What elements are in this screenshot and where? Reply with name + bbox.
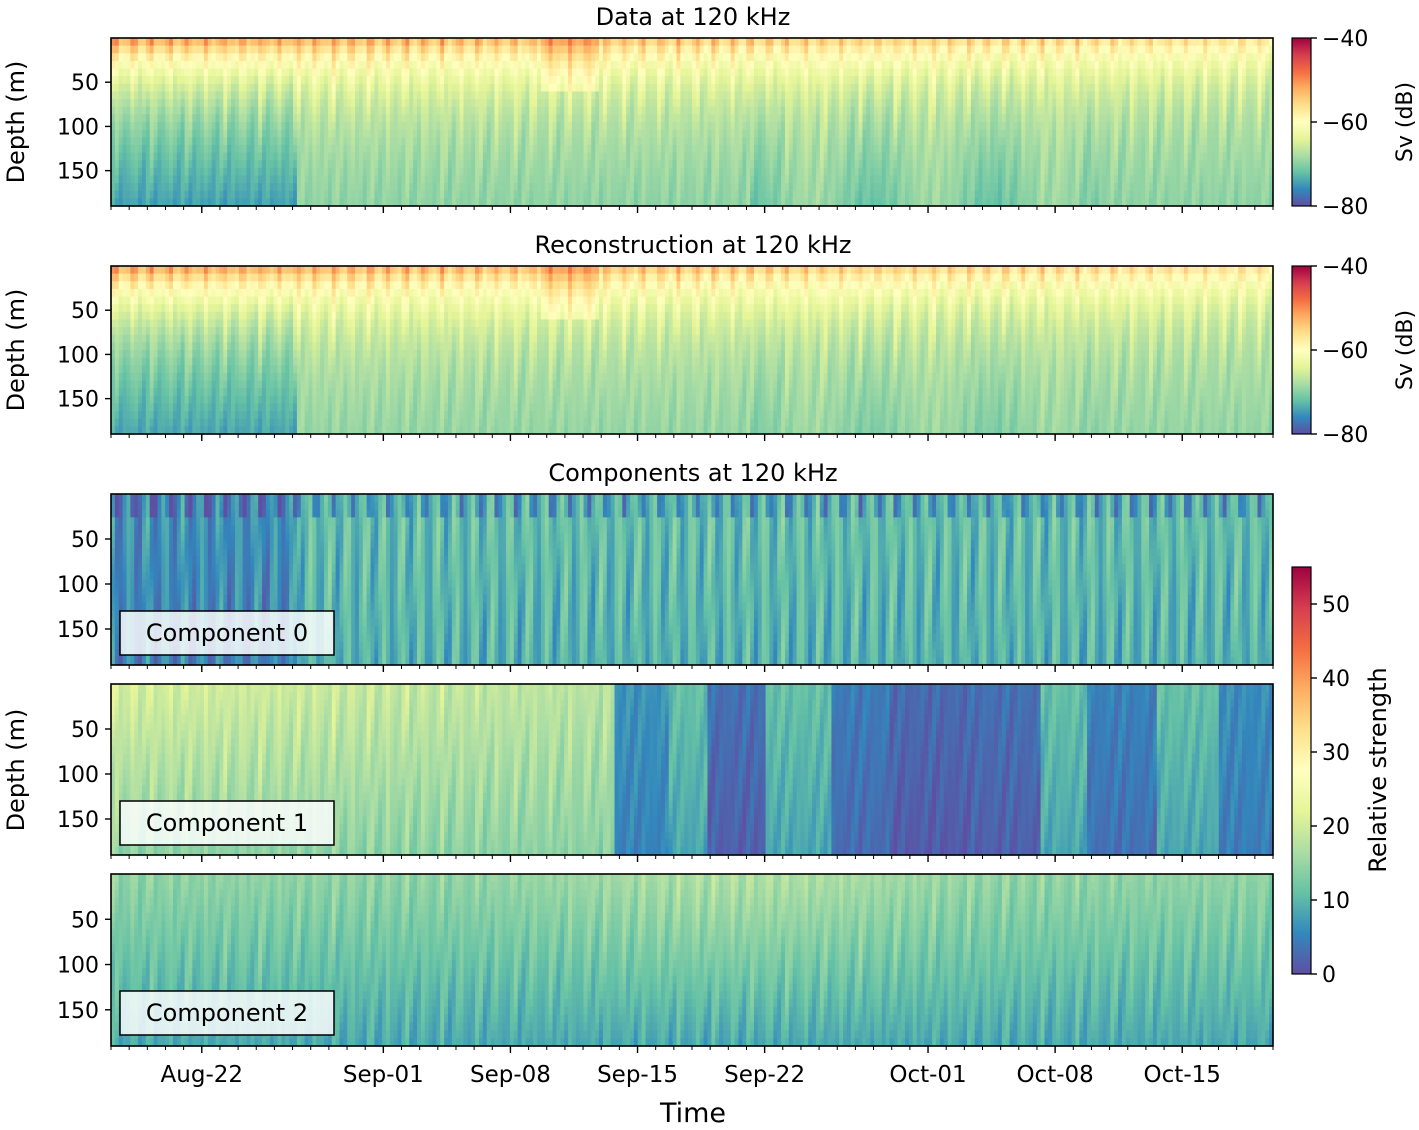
y-tick-label: 150 (57, 618, 99, 643)
colorbar-tick-label: −60 (1322, 339, 1368, 364)
colorbar-tick-label: −80 (1322, 195, 1368, 220)
x-axis-label: Time (659, 1098, 726, 1129)
colorbar-tick-label: 30 (1322, 741, 1350, 766)
x-tick-label: Sep-15 (597, 1062, 678, 1088)
data-heatmap (111, 38, 1274, 207)
colorbar-tick-label: 40 (1322, 667, 1350, 692)
y-tick-label: 50 (71, 71, 99, 96)
y-tick-label: 150 (57, 388, 99, 413)
data-panel: Data at 120 kHz 50 100 150 Depth (m) (2, 3, 1274, 207)
component1-y-label: Depth (m) (2, 709, 30, 832)
relative-strength-colorbar-gradient (1292, 567, 1311, 974)
y-tick-label: 100 (57, 343, 99, 368)
colorbar-tick-label: −40 (1322, 27, 1368, 52)
reconstruction-panel: Reconstruction at 120 kHz 50 100 150 Depth… (2, 231, 1274, 435)
sv-colorbar-data: −40 −60 −80 Sv (dB) (1292, 27, 1418, 220)
colorbar-tick-label: −80 (1322, 423, 1368, 448)
y-tick-label: 100 (57, 954, 99, 979)
colorbar-tick-label: 10 (1322, 889, 1350, 914)
colorbar-tick-label: 50 (1322, 593, 1350, 618)
colorbar-tick-label: 20 (1322, 815, 1350, 840)
component2-panel: 50 100 150 Component 2 (57, 874, 1274, 1047)
sv-colorbar-data-label: Sv (dB) (1393, 82, 1418, 162)
colorbar-tick-label: −40 (1322, 255, 1368, 280)
component1-panel: 50 100 150 Depth (m) Component 1 (2, 684, 1274, 856)
component0-label: Component 0 (146, 619, 308, 647)
data-panel-title: Data at 120 kHz (596, 3, 791, 31)
y-tick-label: 50 (71, 908, 99, 933)
reconstruction-heatmap (111, 266, 1274, 435)
data-y-label: Depth (m) (2, 61, 30, 184)
reconstruction-panel-title: Reconstruction at 120 kHz (535, 231, 852, 259)
y-tick-label: 50 (71, 718, 99, 743)
colorbar-tick-label: −60 (1322, 111, 1368, 136)
y-tick-label: 100 (57, 573, 99, 598)
colorbar-tick-label: 0 (1322, 963, 1336, 988)
component0-y-axis: 50 100 150 (57, 528, 111, 643)
y-tick-label: 50 (71, 528, 99, 553)
component0-panel: Components at 120 kHz 50 100 150 Component… (57, 459, 1274, 666)
components-panel-title: Components at 120 kHz (548, 459, 837, 487)
y-tick-label: 150 (57, 808, 99, 833)
x-tick-label: Sep-08 (470, 1062, 551, 1088)
sv-colorbar-reconstruction: −40 −60 −80 Sv (dB) (1292, 255, 1418, 448)
x-tick-label: Oct-08 (1016, 1062, 1093, 1088)
x-tick-label: Oct-15 (1144, 1062, 1221, 1088)
y-tick-label: 150 (57, 160, 99, 185)
component1-y-axis: 50 100 150 (57, 718, 111, 833)
x-tick-label: Sep-22 (724, 1062, 805, 1088)
component1-label-box: Component 1 (120, 801, 334, 845)
component0-label-box: Component 0 (120, 611, 334, 655)
y-tick-label: 100 (57, 763, 99, 788)
sv-colorbar-data-gradient (1292, 38, 1311, 206)
reconstruction-y-label: Depth (m) (2, 289, 30, 412)
sv-colorbar-reconstruction-gradient (1292, 266, 1311, 434)
relative-strength-colorbar-label: Relative strength (1364, 667, 1392, 873)
y-tick-label: 50 (71, 299, 99, 324)
x-tick-label: Oct-01 (889, 1062, 966, 1088)
component2-label-box: Component 2 (120, 991, 334, 1035)
reconstruction-y-axis: 50 100 150 (57, 299, 111, 412)
x-tick-label: Aug-22 (161, 1062, 243, 1088)
x-tick-label: Sep-01 (343, 1062, 424, 1088)
component1-label: Component 1 (146, 809, 308, 837)
component2-y-axis: 50 100 150 (57, 908, 111, 1024)
y-tick-label: 150 (57, 999, 99, 1024)
component2-label: Component 2 (146, 999, 308, 1027)
data-y-axis: 50 100 150 (57, 71, 111, 184)
relative-strength-colorbar: 0 10 20 30 40 50 Relative strength (1292, 567, 1392, 988)
sv-colorbar-reconstruction-label: Sv (dB) (1393, 310, 1418, 390)
y-tick-label: 100 (57, 115, 99, 140)
